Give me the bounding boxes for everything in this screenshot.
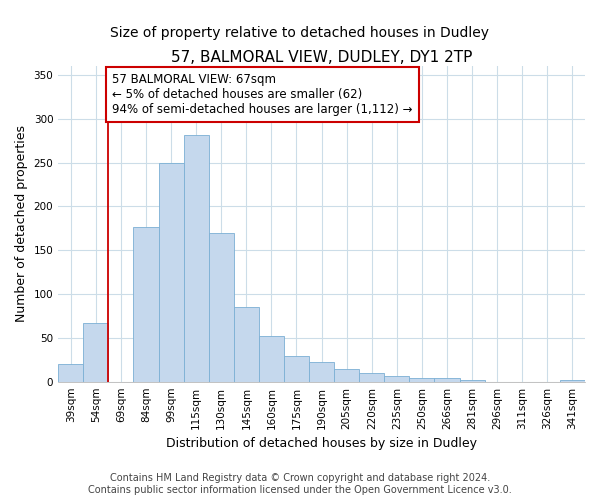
Bar bbox=[83, 323, 109, 382]
Text: 57 BALMORAL VIEW: 67sqm
← 5% of detached houses are smaller (62)
94% of semi-det: 57 BALMORAL VIEW: 67sqm ← 5% of detached… bbox=[112, 73, 413, 116]
Bar bbox=[234, 307, 259, 382]
Bar bbox=[158, 164, 184, 382]
Text: Size of property relative to detached houses in Dudley: Size of property relative to detached ho… bbox=[110, 26, 490, 40]
Bar bbox=[309, 362, 334, 382]
Bar bbox=[434, 378, 460, 382]
Bar bbox=[209, 232, 234, 382]
Y-axis label: Number of detached properties: Number of detached properties bbox=[15, 126, 28, 322]
Bar bbox=[385, 376, 409, 382]
Bar bbox=[334, 368, 359, 382]
Title: 57, BALMORAL VIEW, DUDLEY, DY1 2TP: 57, BALMORAL VIEW, DUDLEY, DY1 2TP bbox=[171, 50, 472, 65]
Bar bbox=[259, 336, 284, 382]
Text: Contains HM Land Registry data © Crown copyright and database right 2024.
Contai: Contains HM Land Registry data © Crown c… bbox=[88, 474, 512, 495]
Bar bbox=[133, 226, 158, 382]
Bar bbox=[284, 356, 309, 382]
Bar bbox=[58, 364, 83, 382]
Bar bbox=[184, 136, 209, 382]
Bar bbox=[560, 380, 585, 382]
Bar bbox=[460, 380, 485, 382]
X-axis label: Distribution of detached houses by size in Dudley: Distribution of detached houses by size … bbox=[166, 437, 477, 450]
Bar bbox=[409, 378, 434, 382]
Bar bbox=[359, 373, 385, 382]
